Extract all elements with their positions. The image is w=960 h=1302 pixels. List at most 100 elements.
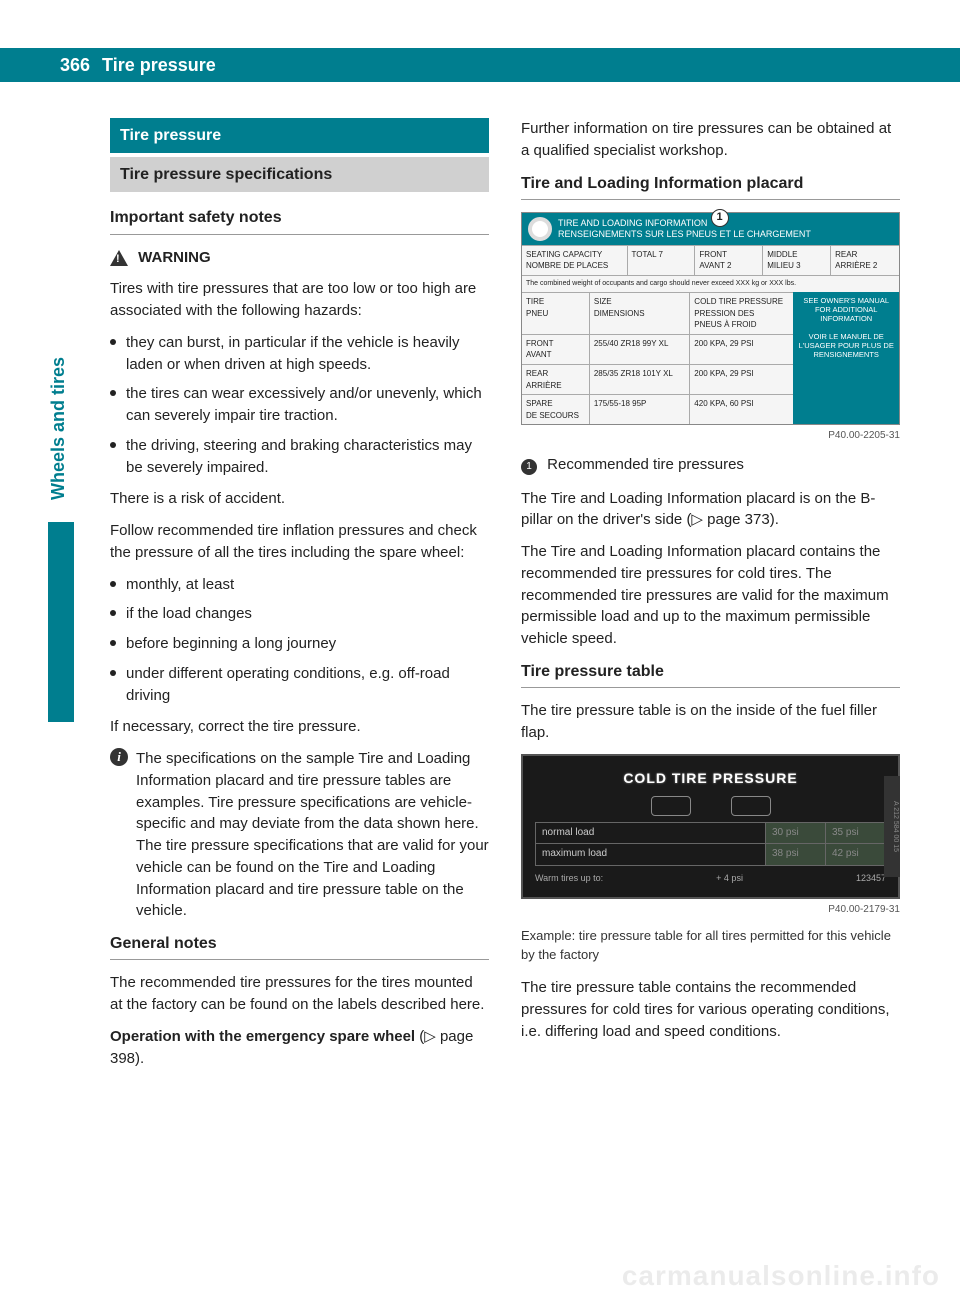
cold-pressure-icons [535,796,886,816]
emergency-spare-label: Operation with the emergency spare wheel [110,1028,415,1045]
list-item: before beginning a long journey [110,633,489,655]
placard-cell: 285/35 ZR18 101Y XL [590,365,690,394]
cold-pressure-side-label: A 212 584 00 15 [884,776,900,877]
general-p1: The recommended tire pressures for the t… [110,972,489,1016]
table-cell: normal load [536,822,766,844]
heading-important-safety: Important safety notes [110,206,489,234]
correct-text: If necessary, correct the tire pressure. [110,716,489,738]
left-column: Tire pressure Tire pressure specificatio… [110,118,489,1242]
warning-heading: WARNING [110,247,489,269]
placard-header-fr: RENSEIGNEMENTS SUR LES PNEUS ET LE CHARG… [558,229,811,240]
risk-text: There is a risk of accident. [110,488,489,510]
cold-pressure-figure: COLD TIRE PRESSURE normal load 30 psi 35… [521,754,900,899]
table-cell: 42 psi [826,844,886,866]
page-number: 366 [60,55,90,76]
warning-intro: Tires with tire pressures that are too l… [110,278,489,322]
callout-1: 1 [711,209,729,227]
table-row: maximum load 38 psi 42 psi [536,844,886,866]
legend-number-icon: 1 [521,459,537,475]
general-p2: Operation with the emergency spare wheel… [110,1026,489,1070]
placard-cell: REAR ARRIÈRE [522,365,590,394]
car-rear-icon [731,796,771,816]
legend-row: 1 Recommended tire pressures [521,454,900,476]
footer-mid: + 4 psi [716,872,743,885]
table-p1: The tire pressure table is on the inside… [521,700,900,744]
right-column: Further information on tire pressures ca… [521,118,900,1242]
table-cell: 38 psi [766,844,826,866]
watermark: carmanualsonline.info [622,1260,940,1292]
placard-cell: 255/40 ZR18 99Y XL [590,335,690,364]
placard-cell: SEATING CAPACITY NOMBRE DE PLACES [522,246,628,275]
legend-text: Recommended tire pressures [547,456,744,473]
table-cell: 35 psi [826,822,886,844]
placard-cell: TOTAL 7 [628,246,696,275]
placard-weight-row: The combined weight of occupants and car… [522,275,899,292]
placard-body: TIRE PNEU SIZE DIMENSIONS COLD TIRE PRES… [522,292,899,424]
info-text: The specifications on the sample Tire an… [136,748,489,922]
placard-seating-row: SEATING CAPACITY NOMBRE DE PLACES TOTAL … [522,245,899,275]
side-tab [48,522,74,722]
placard-cell: SIZE DIMENSIONS [590,293,690,334]
placard-data-row: REAR ARRIÈRE 285/35 ZR18 101Y XL 200 KPA… [522,364,793,394]
placard-header: TIRE AND LOADING INFORMATION RENSEIGNEME… [522,213,899,245]
page-header: 366 Tire pressure [0,48,960,82]
placard-cell: REAR ARRIÈRE 2 [831,246,899,275]
placard-header-en: TIRE AND LOADING INFORMATION [558,218,811,229]
placard-p1: The Tire and Loading Information placard… [521,488,900,532]
list-item: if the load changes [110,603,489,625]
further-info: Further information on tire pressures ca… [521,118,900,162]
list-item: the tires can wear excessively and/or un… [110,383,489,427]
placard-cell: 200 KPA, 29 PSI [690,335,793,364]
placard-cell: MIDDLE MILIEU 3 [763,246,831,275]
cold-pressure-title: COLD TIRE PRESSURE [535,768,886,788]
heading-placard: Tire and Loading Information placard [521,172,900,200]
placard-cell: TIRE PNEU [522,293,590,334]
header-title: Tire pressure [102,55,216,76]
figure-reference: P40.00-2179-31 [521,903,900,918]
list-item: monthly, at least [110,574,489,596]
manual-page: 366 Tire pressure Wheels and tires Tire … [0,0,960,1302]
footer-left: Warm tires up to: [535,872,603,885]
heading-general-notes: General notes [110,932,489,960]
follow-text: Follow recommended tire inflation pressu… [110,520,489,564]
table-cell: 30 psi [766,822,826,844]
figure-caption: Example: tire pressure table for all tir… [521,927,900,965]
figure-reference: P40.00-2205-31 [521,429,900,444]
cold-pressure-footer: Warm tires up to: + 4 psi 123457 [535,872,886,885]
placard-cell: 175/55-18 95P [590,395,690,424]
table-cell: maximum load [536,844,766,866]
placard-cell: 420 KPA, 60 PSI [690,395,793,424]
section-title: Tire pressure [110,118,489,153]
cold-pressure-table: normal load 30 psi 35 psi maximum load 3… [535,822,886,866]
placard-cell: 200 KPA, 29 PSI [690,365,793,394]
placard-weight: The combined weight of occupants and car… [522,276,899,292]
car-front-icon [651,796,691,816]
placard-header-text: TIRE AND LOADING INFORMATION RENSEIGNEME… [558,218,811,240]
heading-pressure-table: Tire pressure table [521,660,900,688]
placard-cell: COLD TIRE PRESSURE PRESSION DES PNEUS À … [690,293,793,334]
placard-cell: FRONT AVANT 2 [695,246,763,275]
wheel-icon [528,217,552,241]
check-bullet-list: monthly, at least if the load changes be… [110,574,489,707]
subsection-title: Tire pressure specifications [110,157,489,192]
info-icon: i [110,748,128,766]
warning-triangle-icon [110,250,128,266]
placard-p2: The Tire and Loading Information placard… [521,541,900,650]
content-area: Tire pressure Tire pressure specificatio… [110,118,900,1242]
placard-data-row: FRONT AVANT 255/40 ZR18 99Y XL 200 KPA, … [522,334,793,364]
footer-right: 123457 [856,872,886,885]
placard-data-header: TIRE PNEU SIZE DIMENSIONS COLD TIRE PRES… [522,292,793,334]
list-item: they can burst, in particular if the veh… [110,332,489,376]
table-row: normal load 30 psi 35 psi [536,822,886,844]
info-block: i The specifications on the sample Tire … [110,748,489,922]
placard-cell: SPARE DE SECOURS [522,395,590,424]
placard-owner-manual-box: SEE OWNER'S MANUAL FOR ADDITIONAL INFORM… [793,292,899,424]
list-item: under different operating conditions, e.… [110,663,489,707]
placard-figure: TIRE AND LOADING INFORMATION RENSEIGNEME… [521,212,900,426]
list-item: the driving, steering and braking charac… [110,435,489,479]
placard-cell: FRONT AVANT [522,335,590,364]
side-section-label: Wheels and tires [48,357,69,500]
warning-label: WARNING [138,249,211,266]
warning-bullet-list: they can burst, in particular if the veh… [110,332,489,479]
placard-data-row: SPARE DE SECOURS 175/55-18 95P 420 KPA, … [522,394,793,424]
